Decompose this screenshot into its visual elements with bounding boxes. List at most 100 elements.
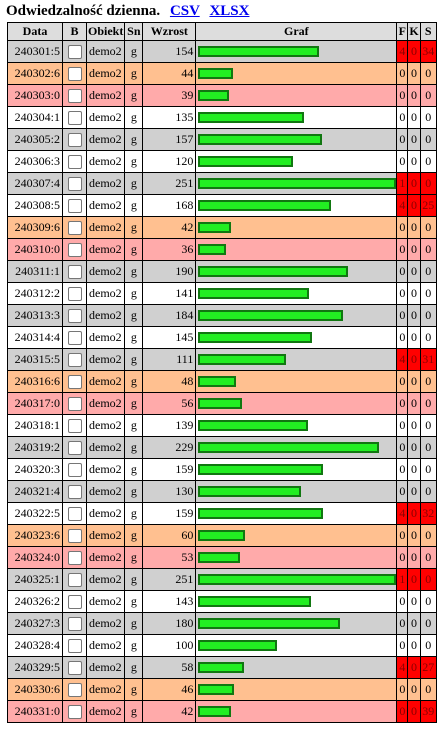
row-checkbox[interactable]	[67, 353, 82, 368]
checkbox-cell	[63, 195, 86, 216]
header-data[interactable]: Data	[8, 23, 62, 40]
f-cell: 0	[397, 415, 408, 436]
f-cell: 0	[397, 437, 408, 458]
row-checkbox[interactable]	[67, 111, 82, 126]
date-cell: 240324:0	[8, 547, 62, 568]
wzrost-cell: 141	[143, 283, 196, 304]
row-checkbox[interactable]	[67, 243, 82, 258]
date-cell: 240327:3	[8, 613, 62, 634]
row-checkbox[interactable]	[67, 507, 82, 522]
f-cell: 0	[397, 217, 408, 238]
row-checkbox[interactable]	[67, 551, 82, 566]
f-cell: 0	[397, 613, 408, 634]
row-checkbox[interactable]	[67, 221, 82, 236]
sn-cell: g	[125, 327, 143, 348]
row-checkbox[interactable]	[67, 595, 82, 610]
row-checkbox[interactable]	[67, 683, 82, 698]
s-cell: 0	[420, 591, 436, 612]
k-cell: 0	[408, 239, 420, 260]
k-cell: 0	[408, 63, 420, 84]
wzrost-cell: 111	[143, 349, 196, 370]
row-checkbox[interactable]	[67, 67, 82, 82]
table-row: 240301:5 demo2 g 154 4 0 34	[8, 41, 436, 62]
graf-cell	[196, 503, 397, 524]
table-row: 240305:2 demo2 g 157 0 0 0	[8, 129, 436, 150]
object-cell: demo2	[87, 151, 125, 172]
date-cell: 240303:0	[8, 85, 62, 106]
header-s[interactable]: S	[420, 23, 436, 40]
header-f[interactable]: F	[397, 23, 408, 40]
row-checkbox[interactable]	[67, 441, 82, 456]
graf-bar	[198, 464, 324, 475]
row-checkbox[interactable]	[67, 573, 82, 588]
k-cell: 0	[408, 503, 420, 524]
graf-bar	[198, 552, 241, 563]
object-cell: demo2	[87, 129, 125, 150]
graf-bar	[198, 332, 313, 343]
row-checkbox[interactable]	[67, 133, 82, 148]
sn-cell: g	[125, 481, 143, 502]
row-checkbox[interactable]	[67, 705, 82, 720]
header-k[interactable]: K	[408, 23, 420, 40]
row-checkbox[interactable]	[67, 45, 82, 60]
row-checkbox[interactable]	[67, 639, 82, 654]
row-checkbox[interactable]	[67, 661, 82, 676]
s-cell: 0	[420, 63, 436, 84]
wzrost-cell: 46	[143, 679, 196, 700]
wzrost-cell: 135	[143, 107, 196, 128]
date-cell: 240326:2	[8, 591, 62, 612]
xlsx-link[interactable]: XLSX	[209, 3, 250, 19]
row-checkbox[interactable]	[67, 375, 82, 390]
graf-bar	[198, 46, 320, 57]
row-checkbox[interactable]	[67, 463, 82, 478]
row-checkbox[interactable]	[67, 199, 82, 214]
table-row: 240304:1 demo2 g 135 0 0 0	[8, 107, 436, 128]
row-checkbox[interactable]	[67, 529, 82, 544]
row-checkbox[interactable]	[67, 265, 82, 280]
k-cell: 0	[408, 283, 420, 304]
checkbox-cell	[63, 635, 86, 656]
row-checkbox[interactable]	[67, 331, 82, 346]
graf-cell	[196, 591, 397, 612]
row-checkbox[interactable]	[67, 419, 82, 434]
csv-link[interactable]: CSV	[169, 3, 200, 19]
graf-bar	[198, 508, 324, 519]
graf-bar	[198, 486, 302, 497]
graf-bar	[198, 156, 294, 167]
graf-cell	[196, 239, 397, 260]
row-checkbox[interactable]	[67, 617, 82, 632]
sn-cell: g	[125, 371, 143, 392]
table-row: 240325:1 demo2 g 251 1 0 0	[8, 569, 436, 590]
checkbox-cell	[63, 657, 86, 678]
graf-cell	[196, 129, 397, 150]
table-row: 240328:4 demo2 g 100 0 0 0	[8, 635, 436, 656]
sn-cell: g	[125, 569, 143, 590]
row-checkbox[interactable]	[67, 485, 82, 500]
s-cell: 0	[420, 217, 436, 238]
graf-cell	[196, 437, 397, 458]
f-cell: 0	[397, 261, 408, 282]
header-wzrost[interactable]: Wzrost	[143, 23, 196, 40]
header-b[interactable]: B	[63, 23, 86, 40]
checkbox-cell	[63, 129, 86, 150]
header-graf[interactable]: Graf	[196, 23, 397, 40]
header-obiekt[interactable]: Obiekt	[87, 23, 125, 40]
row-checkbox[interactable]	[67, 287, 82, 302]
row-checkbox[interactable]	[67, 155, 82, 170]
table-row: 240313:3 demo2 g 184 0 0 0	[8, 305, 436, 326]
checkbox-cell	[63, 569, 86, 590]
date-cell: 240328:4	[8, 635, 62, 656]
wzrost-cell: 159	[143, 503, 196, 524]
header-sn[interactable]: Sn	[125, 23, 143, 40]
k-cell: 0	[408, 129, 420, 150]
sn-cell: g	[125, 195, 143, 216]
row-checkbox[interactable]	[67, 397, 82, 412]
row-checkbox[interactable]	[67, 309, 82, 324]
s-cell: 0	[420, 327, 436, 348]
f-cell: 0	[397, 151, 408, 172]
date-cell: 240322:5	[8, 503, 62, 524]
graf-cell	[196, 327, 397, 348]
table-row: 240323:6 demo2 g 60 0 0 0	[8, 525, 436, 546]
row-checkbox[interactable]	[67, 89, 82, 104]
row-checkbox[interactable]	[67, 177, 82, 192]
